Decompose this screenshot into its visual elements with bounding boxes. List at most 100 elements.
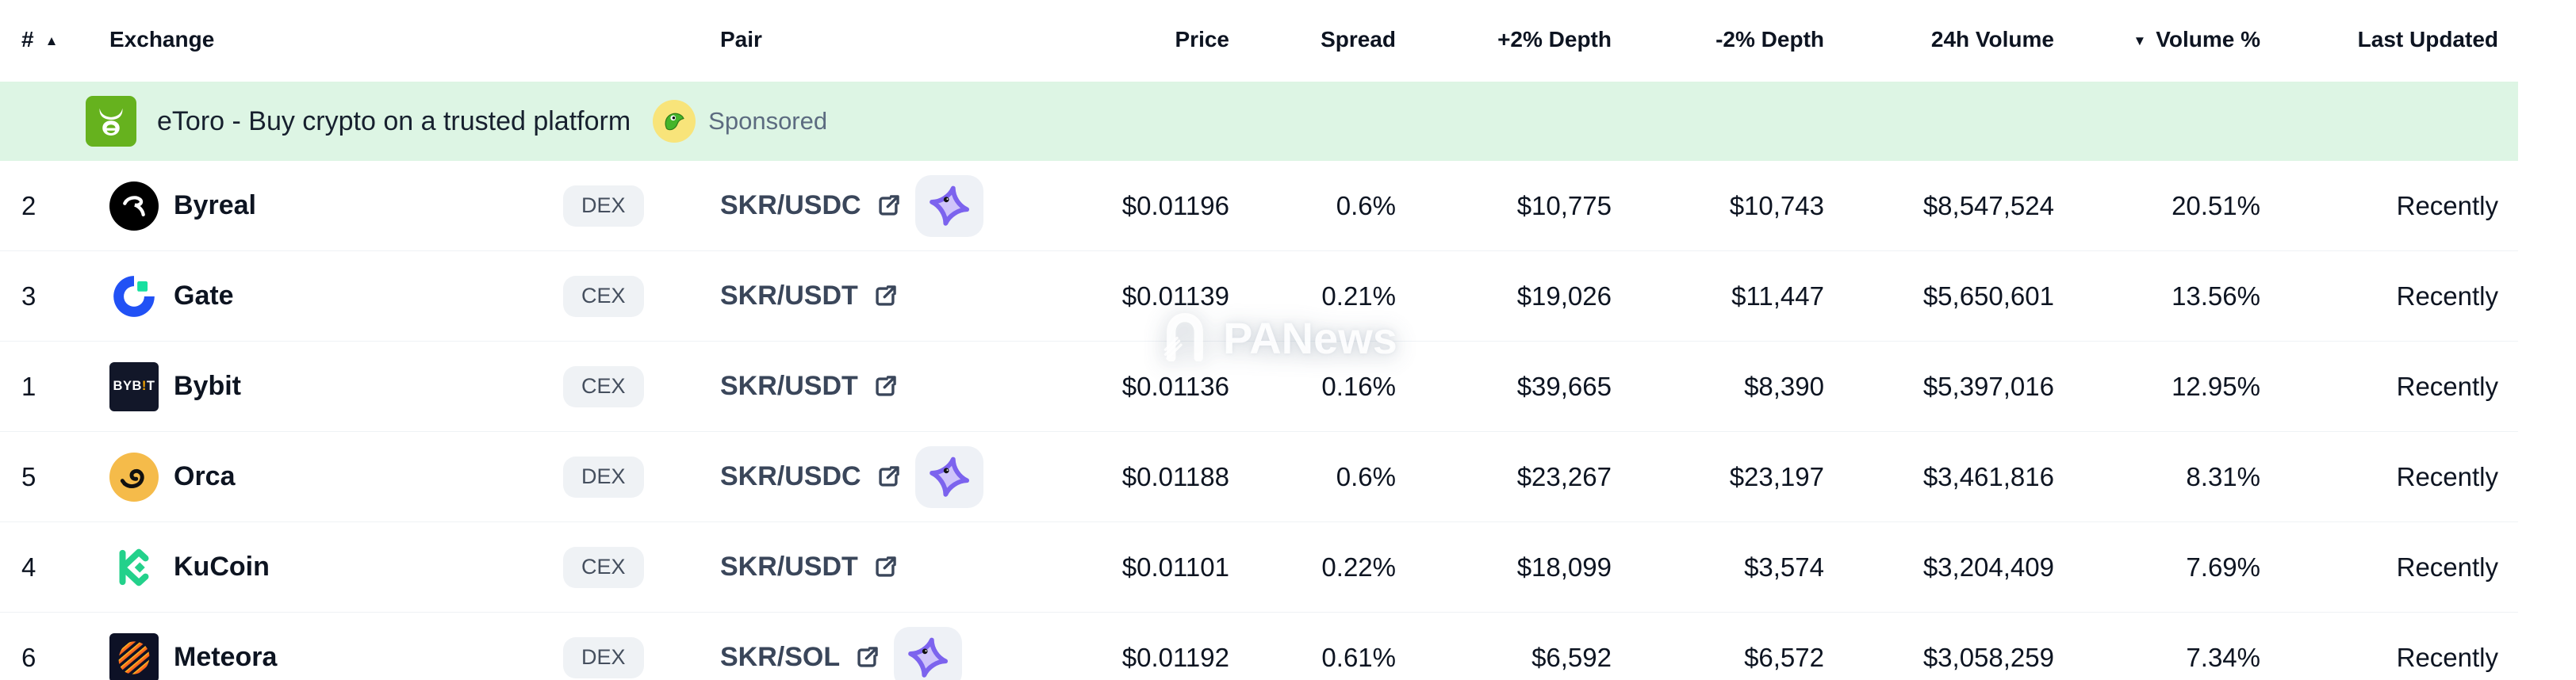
exchange-cell[interactable]: KuCoin bbox=[103, 543, 563, 592]
sponsored-banner[interactable]: eToro - Buy crypto on a trusted platform… bbox=[0, 82, 2518, 161]
external-link-icon[interactable] bbox=[872, 283, 899, 310]
volume-pct-header-label: Volume % bbox=[2156, 27, 2260, 52]
depth-minus-value: $8,390 bbox=[1744, 371, 1824, 401]
volume-value: $3,461,816 bbox=[1922, 461, 2054, 491]
exchange-cell[interactable]: BYB!T Bybit bbox=[103, 361, 563, 411]
depth-plus-value: $10,775 bbox=[1516, 190, 1612, 220]
exchange-type-cell: DEX bbox=[563, 185, 682, 227]
column-header-volume[interactable]: 24h Volume bbox=[1930, 27, 2054, 52]
pair-cell[interactable]: SKR/USDT bbox=[682, 371, 1015, 402]
column-header-price[interactable]: Price bbox=[1175, 27, 1230, 52]
table-body: 2 Byreal DEX SKR/USDC $0.01196 bbox=[0, 161, 2576, 680]
last-updated-value: Recently bbox=[2396, 371, 2498, 401]
volume-pct-value: 13.56% bbox=[2172, 281, 2260, 311]
exchange-name[interactable]: KuCoin bbox=[174, 552, 270, 582]
rank-value: 5 bbox=[21, 461, 36, 491]
column-header-spread[interactable]: Spread bbox=[1321, 27, 1396, 52]
dex-trade-icon[interactable] bbox=[914, 174, 983, 237]
spread-value: 0.61% bbox=[1321, 642, 1396, 672]
external-link-icon[interactable] bbox=[872, 554, 899, 581]
exchange-cell[interactable]: Meteora bbox=[103, 632, 563, 680]
volume-pct-value: 7.69% bbox=[2186, 552, 2260, 582]
volume-value: $3,204,409 bbox=[1922, 552, 2054, 582]
price-value: $0.01136 bbox=[1121, 371, 1229, 401]
pair-link[interactable]: SKR/USDT bbox=[720, 552, 858, 582]
pair-link[interactable]: SKR/USDC bbox=[720, 461, 861, 491]
depth-plus-value: $39,665 bbox=[1516, 371, 1612, 401]
column-header-last-updated[interactable]: Last Updated bbox=[2357, 27, 2498, 52]
exchange-type-cell: DEX bbox=[563, 636, 682, 678]
last-updated-value: Recently bbox=[2396, 461, 2498, 491]
last-updated-value: Recently bbox=[2396, 642, 2498, 672]
pair-link[interactable]: SKR/USDT bbox=[720, 281, 858, 311]
column-header-depth-plus[interactable]: +2% Depth bbox=[1497, 27, 1612, 52]
table-header: # ▲ Exchange Pair Price Spread +2% Depth… bbox=[0, 0, 2518, 79]
exchange-type-badge: CEX bbox=[563, 275, 644, 317]
exchange-cell[interactable]: Byreal bbox=[103, 181, 563, 231]
column-header-exchange[interactable]: Exchange bbox=[109, 27, 215, 52]
pair-cell[interactable]: SKR/USDT bbox=[682, 552, 1015, 583]
rank-value: 4 bbox=[21, 552, 36, 582]
exchange-name[interactable]: Bybit bbox=[174, 371, 241, 401]
depth-plus-value: $19,026 bbox=[1516, 281, 1612, 311]
price-value: $0.01196 bbox=[1121, 190, 1229, 220]
column-header-pair[interactable]: Pair bbox=[720, 27, 762, 52]
external-link-icon[interactable] bbox=[872, 373, 899, 400]
exchange-type-cell: CEX bbox=[563, 546, 682, 588]
exchange-name[interactable]: Byreal bbox=[174, 190, 256, 220]
depth-minus-value: $11,447 bbox=[1731, 281, 1824, 311]
pair-cell[interactable]: SKR/USDC bbox=[682, 445, 1015, 508]
pair-cell[interactable]: SKR/USDC bbox=[682, 174, 1015, 237]
depth-plus-value: $23,267 bbox=[1516, 461, 1612, 491]
pair-cell[interactable]: SKR/SOL bbox=[682, 626, 1015, 680]
byreal-logo bbox=[109, 181, 159, 231]
etoro-bull-icon bbox=[86, 96, 136, 147]
pair-link[interactable]: SKR/USDT bbox=[720, 371, 858, 401]
table-row[interactable]: 6 Meteora DEX SKR/SOL $0.01192 bbox=[0, 613, 2518, 680]
price-value: $0.01188 bbox=[1121, 461, 1229, 491]
meteora-logo bbox=[109, 632, 159, 680]
table-row[interactable]: 1 BYB!T Bybit CEX SKR/USDT $0.01136 bbox=[0, 342, 2518, 432]
table-row[interactable]: 3 Gate CEX SKR/USDT $0.01139 0. bbox=[0, 251, 2518, 342]
lizard-icon bbox=[653, 100, 696, 143]
rank-value: 6 bbox=[21, 642, 36, 672]
volume-pct-value: 7.34% bbox=[2186, 642, 2260, 672]
spread-value: 0.6% bbox=[1336, 190, 1396, 220]
column-header-volume-pct[interactable]: ▼ Volume % bbox=[2054, 27, 2260, 52]
sort-descending-icon: ▼ bbox=[2133, 32, 2147, 48]
column-header-rank[interactable]: # ▲ bbox=[0, 27, 103, 52]
table-row[interactable]: 4 KuCoin CEX SKR/USDT $0.01101 bbox=[0, 522, 2518, 613]
pair-link[interactable]: SKR/USDC bbox=[720, 190, 861, 220]
exchange-type-badge: DEX bbox=[563, 185, 644, 227]
exchange-cell[interactable]: Orca bbox=[103, 452, 563, 502]
exchange-cell[interactable]: Gate bbox=[103, 272, 563, 321]
exchange-type-badge: CEX bbox=[563, 546, 644, 588]
spread-value: 0.16% bbox=[1321, 371, 1396, 401]
spread-value: 0.21% bbox=[1321, 281, 1396, 311]
exchange-type-badge: DEX bbox=[563, 456, 644, 498]
pair-cell[interactable]: SKR/USDT bbox=[682, 281, 1015, 311]
rank-value: 3 bbox=[21, 281, 36, 311]
dex-trade-icon[interactable] bbox=[894, 626, 963, 680]
depth-minus-value: $23,197 bbox=[1729, 461, 1824, 491]
external-link-icon[interactable] bbox=[875, 464, 902, 491]
pair-link[interactable]: SKR/SOL bbox=[720, 642, 841, 672]
exchange-name[interactable]: Gate bbox=[174, 281, 234, 311]
volume-value: $5,397,016 bbox=[1922, 371, 2054, 401]
column-header-depth-minus[interactable]: -2% Depth bbox=[1715, 27, 1824, 52]
exchange-name[interactable]: Orca bbox=[174, 461, 236, 491]
table-row[interactable]: 5 Orca DEX SKR/USDC $0.01188 0. bbox=[0, 432, 2518, 522]
depth-minus-value: $3,574 bbox=[1744, 552, 1824, 582]
exchange-type-cell: DEX bbox=[563, 456, 682, 498]
external-link-icon[interactable] bbox=[875, 193, 902, 220]
depth-plus-value: $18,099 bbox=[1516, 552, 1612, 582]
external-link-icon[interactable] bbox=[853, 644, 880, 671]
dex-trade-icon[interactable] bbox=[914, 445, 983, 508]
table-row[interactable]: 2 Byreal DEX SKR/USDC $0.01196 bbox=[0, 161, 2518, 251]
depth-minus-value: $10,743 bbox=[1729, 190, 1824, 220]
exchange-name[interactable]: Meteora bbox=[174, 642, 278, 672]
last-updated-value: Recently bbox=[2396, 552, 2498, 582]
rank-value: 2 bbox=[21, 190, 36, 220]
kucoin-logo bbox=[109, 543, 159, 592]
